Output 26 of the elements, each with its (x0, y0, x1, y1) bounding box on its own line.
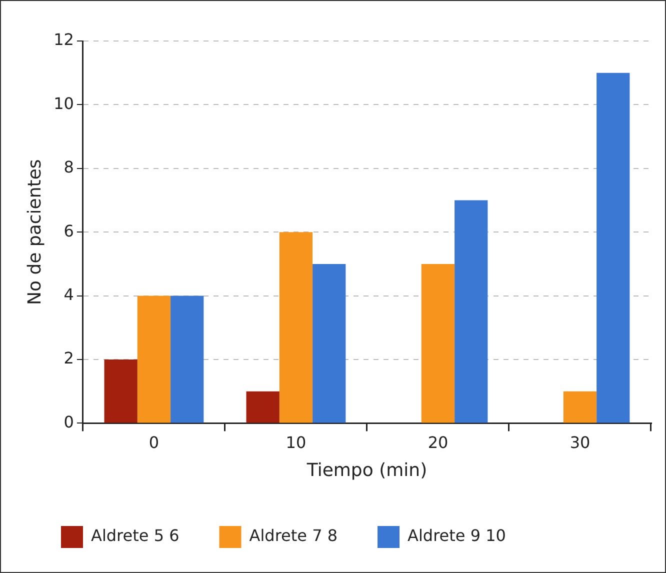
bar (137, 296, 171, 423)
legend-label: Aldrete 9 10 (408, 526, 506, 546)
y-tick-label: 4 (64, 284, 74, 304)
bar (596, 72, 630, 423)
x-tick-label: 30 (570, 432, 590, 452)
y-tick-label: 12 (54, 30, 74, 50)
y-tick-label: 8 (64, 158, 74, 177)
y-tick-label: 2 (64, 348, 74, 368)
bar (246, 391, 280, 423)
y-tick-label: 10 (54, 94, 74, 113)
x-tick-label: 20 (428, 432, 448, 452)
legend-label: Aldrete 7 8 (249, 526, 338, 546)
bar (104, 360, 138, 423)
bar (454, 200, 488, 423)
bar (279, 232, 313, 423)
x-axis-title: Tiempo (min) (306, 460, 428, 481)
y-tick-label: 0 (64, 412, 74, 432)
y-tick-label: 6 (64, 221, 74, 240)
x-tick-label: 0 (148, 432, 160, 452)
bar (421, 264, 455, 423)
legend-label: Aldrete 5 6 (91, 526, 180, 546)
bar (170, 296, 204, 423)
x-tick-label: 10 (286, 432, 306, 452)
y-axis-title: No de pacientes (24, 159, 46, 305)
bar (563, 391, 597, 423)
bar (312, 264, 346, 423)
